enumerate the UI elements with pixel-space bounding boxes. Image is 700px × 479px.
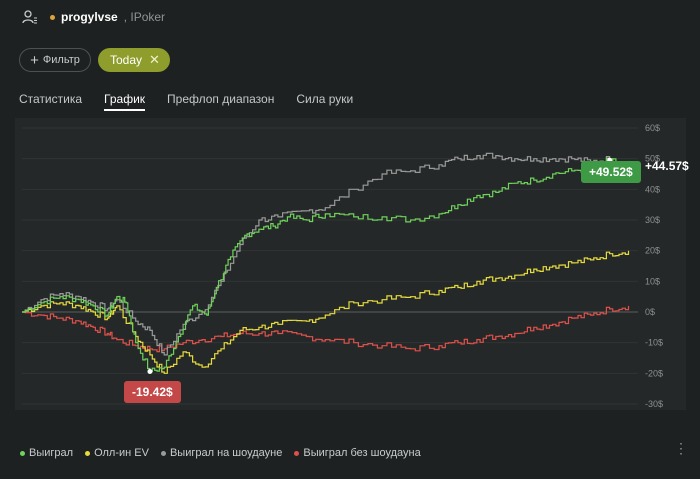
tab-bar: Статистика График Префлоп диапазон Сила … xyxy=(19,92,375,111)
legend-label: Выиграл на шоудауне xyxy=(169,447,283,459)
add-filter-label: Фильтр xyxy=(42,54,80,66)
legend-dot xyxy=(20,450,25,456)
status-dot xyxy=(50,14,55,20)
winnings-chart[interactable]: 60$50$40$30$20$10$0$-10$-20$-30$02004006… xyxy=(15,118,686,410)
y-tick-label: 40$ xyxy=(645,184,660,194)
series-allin-ev-line xyxy=(22,250,630,374)
chart-panel: 60$50$40$30$20$10$0$-10$-20$-30$02004006… xyxy=(15,118,686,410)
more-options-icon[interactable]: ⋮ xyxy=(674,440,688,456)
max-value-badge: +49.52$ xyxy=(581,161,641,183)
end-value-label: +44.57$ xyxy=(645,159,689,173)
legend-dot xyxy=(294,450,300,456)
plus-icon: + xyxy=(30,51,39,69)
chart-legend: Выиграл Олл-ин EV Выиграл на шоудауне Вы… xyxy=(20,447,421,459)
legend-item-allin-ev[interactable]: Олл-ин EV xyxy=(85,447,149,459)
legend-label: Выиграл без шоудауна xyxy=(303,447,421,459)
y-tick-label: 50$ xyxy=(645,154,660,164)
min-value-badge: -19.42$ xyxy=(124,381,181,403)
user-settings-icon[interactable] xyxy=(22,9,38,25)
legend-dot xyxy=(85,450,91,456)
tab-hand-strength[interactable]: Сила руки xyxy=(296,92,354,106)
today-filter-label: Today xyxy=(110,53,143,67)
add-filter-button[interactable]: + Фильтр xyxy=(19,48,91,72)
legend-item-showdown[interactable]: Выиграл на шоудауне xyxy=(160,447,283,459)
player-nickname: progylvse xyxy=(61,10,118,24)
series-won-line xyxy=(22,157,630,373)
min-point-marker xyxy=(147,368,153,374)
today-filter-chip[interactable]: Today ✕ xyxy=(98,48,170,72)
y-tick-label: 20$ xyxy=(645,246,660,256)
y-tick-label: -10$ xyxy=(645,338,663,348)
y-tick-label: 60$ xyxy=(645,123,660,133)
close-icon[interactable]: ✕ xyxy=(149,52,160,67)
legend-dot xyxy=(160,450,166,456)
legend-item-non-showdown[interactable]: Выиграл без шоудауна xyxy=(294,447,421,459)
legend-label: Олл-ин EV xyxy=(94,447,149,459)
header: progylvse , IPoker xyxy=(22,9,165,25)
y-tick-label: -30$ xyxy=(645,399,663,409)
tab-preflop-range[interactable]: Префлоп диапазон xyxy=(167,92,275,106)
room-name: , IPoker xyxy=(123,10,166,24)
y-tick-label: 30$ xyxy=(645,215,660,225)
legend-label: Выиграл xyxy=(29,447,74,459)
series-showdown-line xyxy=(22,152,630,356)
tab-statistics[interactable]: Статистика xyxy=(19,92,83,106)
series-non-showdown-line xyxy=(22,305,630,353)
tab-graph[interactable]: График xyxy=(104,92,146,111)
legend-item-won[interactable]: Выиграл xyxy=(20,447,73,459)
filter-bar: + Фильтр Today ✕ xyxy=(19,48,170,72)
y-tick-label: 0$ xyxy=(645,307,655,317)
y-tick-label: 10$ xyxy=(645,276,660,286)
y-tick-label: -20$ xyxy=(645,368,663,378)
